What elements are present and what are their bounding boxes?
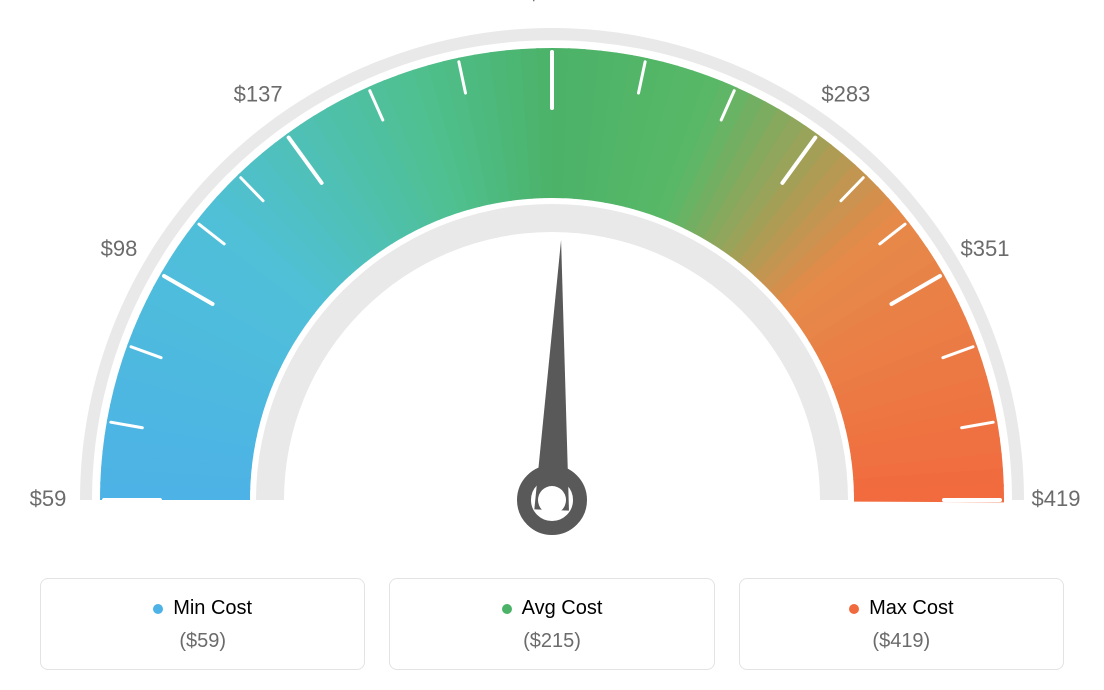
legend-title-min: Min Cost xyxy=(173,597,252,620)
legend-title-avg: Avg Cost xyxy=(522,597,603,620)
svg-text:$137: $137 xyxy=(234,81,283,106)
svg-text:$98: $98 xyxy=(101,236,138,261)
avg-dot-icon xyxy=(502,604,512,614)
legend-card-min: Min Cost ($59) xyxy=(40,578,365,670)
cost-gauge: $59 $98 $137 $215 $283 $351 $419 xyxy=(0,0,1104,560)
svg-text:$215: $215 xyxy=(528,0,577,5)
svg-text:$283: $283 xyxy=(821,81,870,106)
svg-text:$351: $351 xyxy=(961,236,1010,261)
svg-text:$419: $419 xyxy=(1032,486,1081,511)
legend-card-avg: Avg Cost ($215) xyxy=(389,578,714,670)
legend-value-avg: ($215) xyxy=(400,630,703,653)
legend-value-max: ($419) xyxy=(750,630,1053,653)
min-dot-icon xyxy=(153,604,163,614)
legend-title-max: Max Cost xyxy=(869,597,953,620)
svg-text:$59: $59 xyxy=(30,486,67,511)
max-dot-icon xyxy=(849,604,859,614)
legend-card-max: Max Cost ($419) xyxy=(739,578,1064,670)
legend-value-min: ($59) xyxy=(51,630,354,653)
legend-row: Min Cost ($59) Avg Cost ($215) Max Cost … xyxy=(0,578,1104,670)
